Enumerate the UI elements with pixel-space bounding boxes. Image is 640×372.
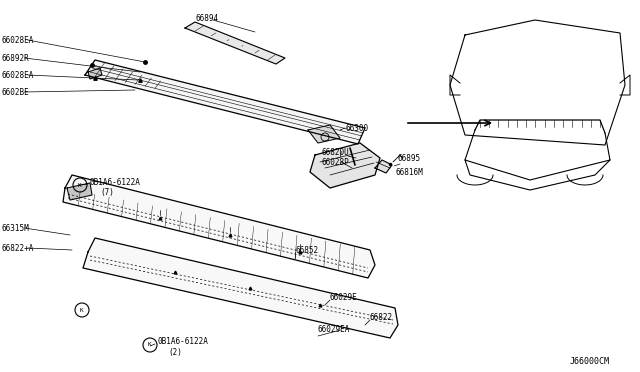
Text: 66315M: 66315M [2,224,29,232]
Polygon shape [375,160,392,173]
Polygon shape [88,68,102,79]
Text: 66028P: 66028P [322,157,349,167]
Text: K: K [78,183,82,187]
Text: 66892R: 66892R [2,54,29,62]
Polygon shape [310,143,380,188]
Text: 66816M: 66816M [395,167,423,176]
Text: 0B1A6-6122A: 0B1A6-6122A [158,337,209,346]
Text: 66028EA: 66028EA [2,35,35,45]
Text: 66029E: 66029E [330,294,358,302]
Polygon shape [63,175,375,278]
Text: K: K [148,343,152,347]
Polygon shape [67,183,92,200]
Text: 66300: 66300 [345,124,368,132]
Text: 66852: 66852 [295,246,318,254]
Text: (7): (7) [100,187,114,196]
Text: (2): (2) [168,347,182,356]
Text: J66000CM: J66000CM [570,357,610,366]
Text: 6602BE: 6602BE [2,87,29,96]
Text: K: K [80,308,84,312]
Text: 66894: 66894 [195,13,218,22]
Polygon shape [308,125,340,143]
Polygon shape [83,238,398,338]
Text: 66895: 66895 [398,154,421,163]
Polygon shape [185,22,285,64]
Text: 66028EA: 66028EA [2,71,35,80]
Text: 66820U: 66820U [322,148,349,157]
Text: 66822+A: 66822+A [2,244,35,253]
Text: 66822: 66822 [370,314,393,323]
Text: 66029EA: 66029EA [318,326,350,334]
Polygon shape [85,60,365,144]
Text: 0B1A6-6122A: 0B1A6-6122A [90,177,141,186]
